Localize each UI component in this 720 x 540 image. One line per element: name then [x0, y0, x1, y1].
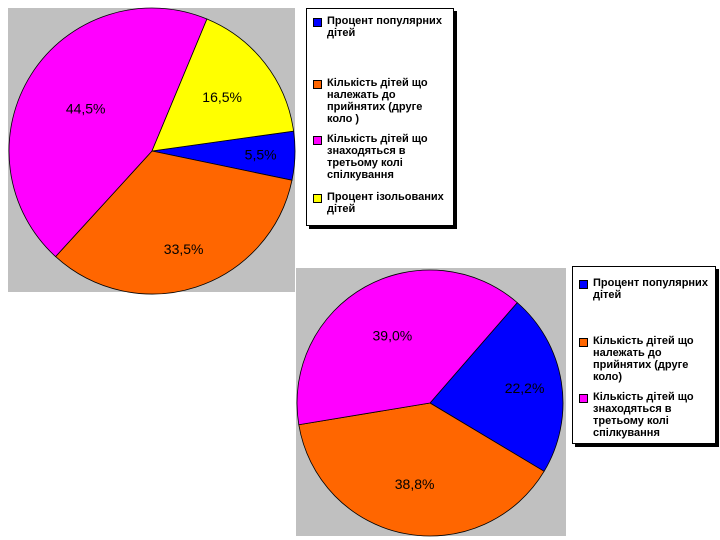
- legend-swatch: [579, 280, 588, 289]
- legend-label: Процент популярних дітей: [327, 15, 442, 39]
- pie-slice: [296, 269, 518, 426]
- legend-label: Процент популярних дітей: [593, 277, 708, 301]
- pie-slice: [151, 18, 295, 152]
- slice-data-label: 16,5%: [202, 89, 242, 105]
- legend-item: Процент ізольованих дітей: [313, 191, 449, 215]
- legend-label: Кількість дітей що знаходяться в третьом…: [593, 391, 694, 439]
- legend-item: Кількість дітей що належать до прийнятих…: [579, 335, 711, 383]
- slice-data-label: 33,5%: [164, 241, 204, 257]
- legend-label: Кількість дітей що належать до прийнятих…: [327, 77, 428, 125]
- slice-data-label: 44,5%: [66, 101, 106, 117]
- legend-item: Кількість дітей що належать до прийнятих…: [313, 77, 449, 125]
- pie-slice: [429, 302, 564, 472]
- pie-slice: [298, 402, 545, 537]
- pie-slice: [55, 150, 293, 295]
- legend-item: Процент популярних дітей: [579, 277, 711, 301]
- legend-swatch: [313, 194, 322, 203]
- slice-data-label: 5,5%: [245, 147, 277, 163]
- legend-swatch: [579, 394, 588, 403]
- slice-data-label: 38,8%: [395, 476, 435, 492]
- legend-label: Кількість дітей що знаходяться в третьом…: [327, 133, 428, 181]
- legend-label: Кількість дітей що належать до прийнятих…: [593, 335, 694, 383]
- chart2-legend: Процент популярних дітей Кількість дітей…: [572, 266, 716, 444]
- legend-item: Кількість дітей що знаходяться в третьом…: [313, 133, 449, 181]
- legend-item: Процент популярних дітей: [313, 15, 449, 39]
- legend-item: Кількість дітей що знаходяться в третьом…: [579, 391, 711, 439]
- legend-swatch: [313, 18, 322, 27]
- slice-data-label: 22,2%: [505, 380, 545, 396]
- legend-swatch: [579, 338, 588, 347]
- legend-label: Процент ізольованих дітей: [327, 191, 444, 215]
- slice-data-label: 39,0%: [373, 328, 413, 344]
- legend-swatch: [313, 80, 322, 89]
- chart1-legend: Процент популярних дітей Кількість дітей…: [306, 8, 454, 226]
- legend-swatch: [313, 136, 322, 145]
- pie-slice: [8, 7, 208, 258]
